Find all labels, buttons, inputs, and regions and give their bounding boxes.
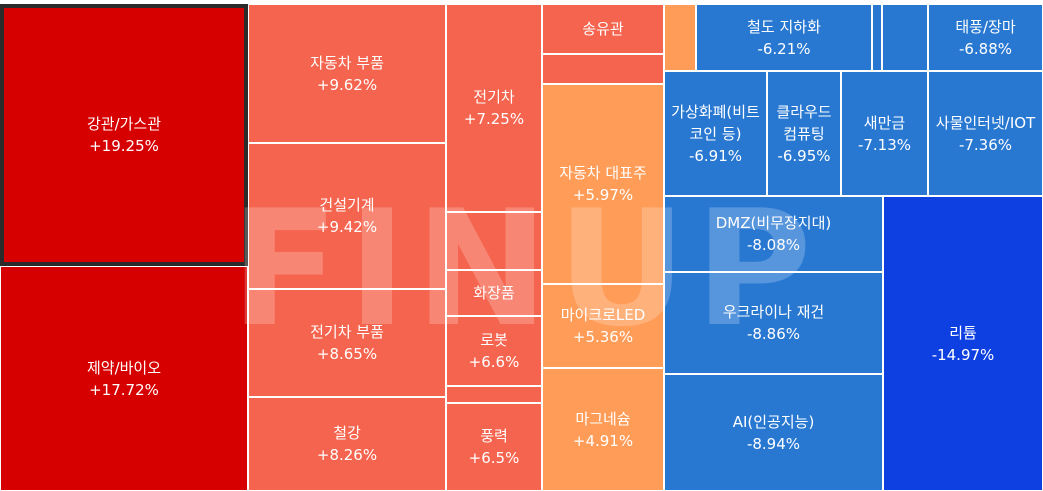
cell-name: 마이크로LED xyxy=(560,306,646,324)
cell-name: 우크라이나 재건 xyxy=(722,303,825,321)
cell-value: +5.36% xyxy=(572,328,634,346)
treemap-cell[interactable]: 송유관 xyxy=(542,4,664,54)
cell-value: -6.88% xyxy=(958,39,1013,58)
treemap-cell[interactable] xyxy=(446,386,542,403)
cell-value: -8.86% xyxy=(746,325,801,343)
cell-name: 마그네슘 xyxy=(575,409,631,428)
cell-value: +6.6% xyxy=(468,353,520,371)
cell-value: +19.25% xyxy=(89,137,159,155)
treemap-cell[interactable]: 자동차 부품 +9.62% xyxy=(248,4,446,143)
treemap-cell[interactable]: 리튬 -14.97% xyxy=(883,196,1043,491)
treemap-cell[interactable] xyxy=(446,212,542,270)
treemap-cell[interactable]: 전기차 부품 +8.65% xyxy=(248,289,446,397)
cell-name: 새만금 xyxy=(863,113,906,132)
cell-name: 사물인터넷/IOT xyxy=(935,113,1036,132)
treemap-cell[interactable] xyxy=(882,4,928,71)
cell-name: 클라우드 컴퓨팅 xyxy=(776,102,832,143)
cell-name: 송유관 xyxy=(582,20,624,38)
cell-name: 전기차 부품 xyxy=(310,323,384,341)
treemap-cell[interactable] xyxy=(664,4,696,71)
treemap-cell[interactable]: 화장품 xyxy=(446,270,542,316)
treemap-cell[interactable]: 우크라이나 재건 -8.86% xyxy=(664,272,883,374)
treemap-cell[interactable]: 제약/바이오 +17.72% xyxy=(0,266,248,491)
treemap-cell[interactable]: 마그네슘 +4.91% xyxy=(542,368,664,491)
treemap-cell[interactable]: 전기차 +7.25% xyxy=(446,4,542,212)
treemap-cell[interactable]: 태풍/장마 -6.88% xyxy=(928,4,1043,71)
treemap-cell[interactable] xyxy=(542,54,664,84)
treemap-cell[interactable]: 풍력 +6.5% xyxy=(446,403,542,491)
treemap-cell[interactable]: 새만금 -7.13% xyxy=(841,71,928,196)
treemap-cell[interactable]: 로봇 +6.6% xyxy=(446,316,542,386)
treemap-cell[interactable]: AI(인공지능) -8.94% xyxy=(664,374,883,491)
cell-value: +8.26% xyxy=(316,446,378,464)
cell-name: 풍력 xyxy=(480,427,508,445)
cell-value: -8.08% xyxy=(746,236,801,254)
treemap-cell[interactable]: 마이크로LED +5.36% xyxy=(542,284,664,368)
treemap-cell[interactable]: 강관/가스관 +19.25% xyxy=(0,4,248,266)
treemap-cell[interactable]: 사물인터넷/IOT -7.36% xyxy=(928,71,1043,196)
treemap-cell[interactable]: 가상화폐(비트코인 등) -6.91% xyxy=(664,71,767,196)
treemap-cell[interactable]: 철강 +8.26% xyxy=(248,397,446,491)
cell-value: +7.25% xyxy=(463,110,525,128)
treemap-cell[interactable]: 클라우드 컴퓨팅 -6.95% xyxy=(767,71,841,196)
cell-name: 화장품 xyxy=(473,284,515,302)
treemap-cell[interactable] xyxy=(872,4,882,71)
cell-name: 로봇 xyxy=(480,331,508,349)
cell-name: 제약/바이오 xyxy=(86,358,162,377)
cell-name: 자동차 대표주 xyxy=(559,164,647,182)
cell-name: 가상화폐(비트코인 등) xyxy=(671,102,760,143)
cell-value: +17.72% xyxy=(89,380,159,399)
cell-name: 태풍/장마 xyxy=(955,17,1016,36)
cell-value: +4.91% xyxy=(572,431,634,450)
treemap-cell[interactable]: DMZ(비무장지대) -8.08% xyxy=(664,196,883,272)
treemap-cell[interactable]: 철도 지하화 -6.21% xyxy=(696,4,872,71)
cell-name: 건설기계 xyxy=(319,196,375,214)
cell-name: AI(인공지능) xyxy=(732,412,815,431)
cell-value: -8.94% xyxy=(746,434,801,453)
cell-value: -6.21% xyxy=(757,39,811,58)
cell-value: -14.97% xyxy=(931,345,995,364)
cell-name: DMZ(비무장지대) xyxy=(715,214,832,232)
cell-name: 철강 xyxy=(333,424,361,442)
cell-name: 철도 지하화 xyxy=(747,17,821,36)
cell-value: -6.91% xyxy=(688,146,743,165)
cell-value: +9.62% xyxy=(316,75,378,94)
cell-value: +8.65% xyxy=(316,345,378,363)
cell-name: 전기차 xyxy=(473,88,515,106)
treemap-cell[interactable]: 자동차 대표주 +5.97% xyxy=(542,84,664,284)
cell-value: -6.95% xyxy=(777,146,831,165)
cell-value: -7.13% xyxy=(857,135,912,154)
cell-value: +5.97% xyxy=(572,186,634,204)
cell-name: 리튬 xyxy=(949,323,977,342)
cell-value: -7.36% xyxy=(958,135,1013,154)
cell-name: 자동차 부품 xyxy=(310,53,384,72)
cell-value: +9.42% xyxy=(316,218,378,236)
cell-value: +6.5% xyxy=(468,449,520,467)
cell-name: 강관/가스관 xyxy=(86,115,162,133)
treemap-cell[interactable]: 건설기계 +9.42% xyxy=(248,143,446,289)
